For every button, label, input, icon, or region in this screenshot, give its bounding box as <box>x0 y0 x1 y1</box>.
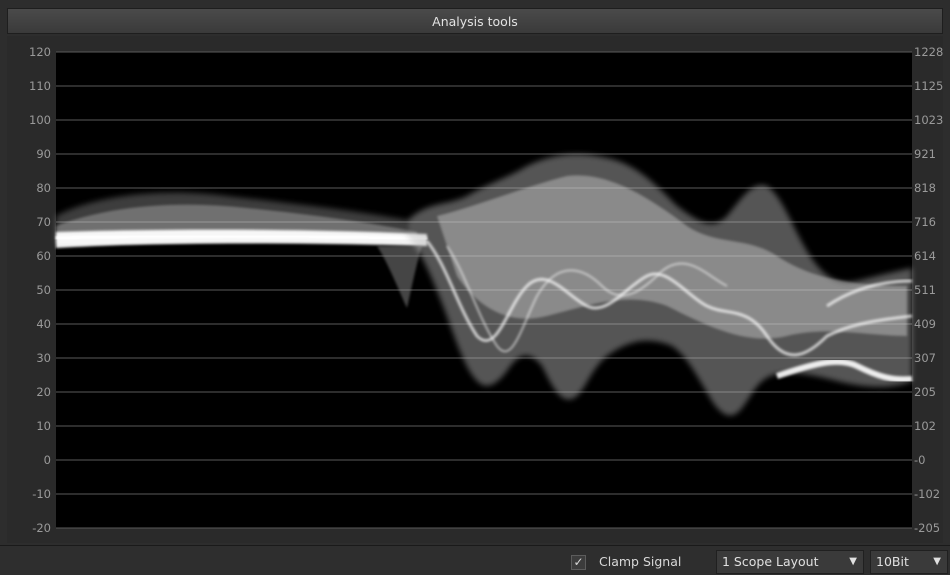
right-axis-tick-label: 1125 <box>914 79 943 93</box>
left-axis-tick-label: 110 <box>29 79 51 93</box>
right-axis-tick-label: 409 <box>914 317 936 331</box>
right-axis-tick-label: 921 <box>914 147 936 161</box>
trace-lower-right-band <box>776 358 913 383</box>
left-axis-tick-label: 50 <box>36 283 51 297</box>
clamp-signal-checkbox[interactable]: ✓ <box>571 555 586 570</box>
left-axis-tick-label: 20 <box>36 385 51 399</box>
scope-toolbar: ✓ Clamp Signal 1 Scope Layout ▼ 10Bit ▼ <box>0 545 950 575</box>
right-axis-tick-label: 102 <box>914 419 936 433</box>
left-axis-tick-label: -20 <box>32 521 51 535</box>
left-axis-tick-label: 70 <box>36 215 51 229</box>
bit-depth-value: 10Bit <box>876 554 909 569</box>
trace-strand-1 <box>425 240 913 357</box>
waveform-scope: 120 110 100 90 80 70 60 50 40 30 20 10 0 -10 -20 1228 1… <box>7 36 943 543</box>
left-axis-tick-label: 30 <box>36 351 51 365</box>
waveform-trace <box>55 154 913 416</box>
bit-depth-select[interactable]: 10Bit ▼ <box>870 550 948 574</box>
right-axis-tick-label: 205 <box>914 385 936 399</box>
left-axis-tick-label: 80 <box>36 181 51 195</box>
right-axis-tick-label: -102 <box>914 487 940 501</box>
right-axis-tick-label: 307 <box>914 351 936 365</box>
left-axis-tick-label: 10 <box>36 419 51 433</box>
left-axis-tick-label: 40 <box>36 317 51 331</box>
right-axis-tick-label: 716 <box>914 215 936 229</box>
window-title: Analysis tools <box>432 13 518 29</box>
check-icon: ✓ <box>573 555 584 569</box>
chevron-down-icon: ▼ <box>933 556 941 567</box>
left-axis-tick-label: 90 <box>36 147 51 161</box>
scope-right-axis: 1228 1125 1023 921 818 716 614 511 409 307 205 102 -… <box>914 45 943 535</box>
right-axis-tick-label: 1023 <box>914 113 943 127</box>
left-axis-tick-label: 120 <box>29 45 51 59</box>
left-axis-tick-label: -10 <box>32 487 51 501</box>
right-axis-tick-label: 511 <box>914 283 936 297</box>
trace-band-core <box>55 233 428 241</box>
right-axis-tick-label: 614 <box>914 249 936 263</box>
right-axis-tick-label: -205 <box>914 521 940 535</box>
scope-layout-value: 1 Scope Layout <box>722 554 819 569</box>
left-axis-tick-label: 100 <box>29 113 51 127</box>
trace-strand-2 <box>446 245 728 353</box>
right-axis-tick-label: -0 <box>914 453 925 467</box>
left-axis-tick-label: 60 <box>36 249 51 263</box>
left-axis-tick-label: 0 <box>44 453 51 467</box>
clamp-signal-label[interactable]: Clamp Signal <box>599 554 682 569</box>
trace-dip-small <box>377 246 422 308</box>
chevron-down-icon: ▼ <box>849 556 857 567</box>
right-axis-tick-label: 818 <box>914 181 936 195</box>
right-axis-tick-label: 1228 <box>914 45 943 59</box>
trace-right-upper-strand <box>826 279 913 308</box>
window-titlebar[interactable]: Analysis tools <box>7 8 943 34</box>
trace-central-core <box>437 175 907 339</box>
scope-layout-select[interactable]: 1 Scope Layout ▼ <box>716 550 864 574</box>
